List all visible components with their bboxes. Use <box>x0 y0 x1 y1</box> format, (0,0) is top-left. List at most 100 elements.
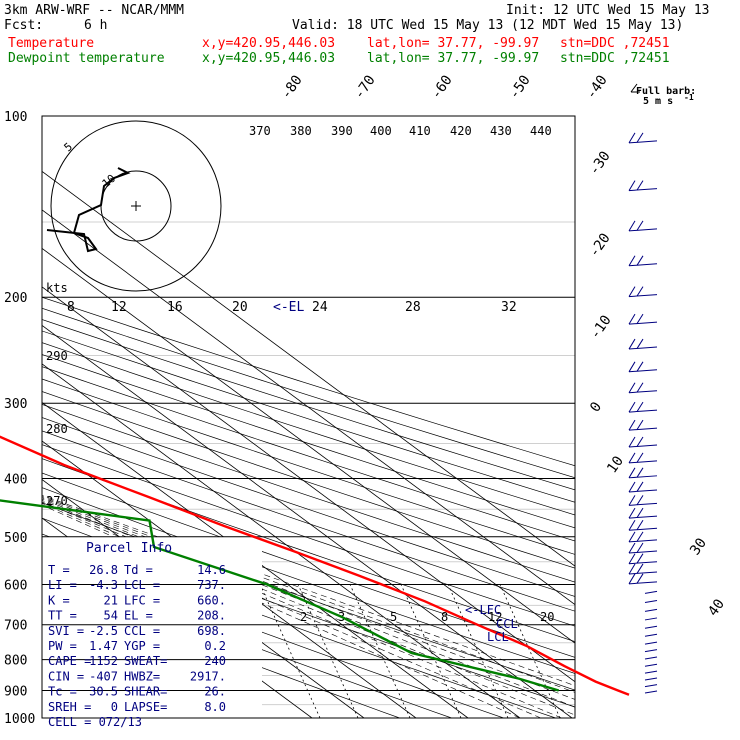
wind-barb <box>628 313 658 325</box>
wind-barb <box>644 590 658 594</box>
hodograph-ring-label: 5 <box>62 140 75 154</box>
temperature-latlon: lat,lon= 37.77, -99.97 <box>367 36 540 51</box>
parcel-key: TT = <box>48 609 77 623</box>
wind-barb <box>644 670 658 674</box>
isotherm-label: -50 <box>506 72 534 102</box>
dry-adiabat <box>42 116 575 718</box>
dry-adiabat <box>42 116 575 718</box>
wind-barb <box>628 467 658 479</box>
dewpoint-legend: Dewpoint temperature <box>8 51 165 66</box>
kts-label: kts <box>46 281 68 295</box>
isotherm-label: 10 <box>604 453 627 476</box>
wind-barb <box>644 649 658 653</box>
isotherm-line <box>42 116 575 718</box>
parcel-key: Td = <box>124 563 153 577</box>
dewpoint-xy: x,y=420.95,446.03 <box>202 51 336 66</box>
moist-adiabat <box>42 296 541 718</box>
isotherm-label: -70 <box>351 72 379 102</box>
wind-barb <box>628 553 658 565</box>
lfc-marker: <-LFC <box>465 603 501 617</box>
parcel-value: -2.5 <box>89 624 118 638</box>
parcel-key: LCL = <box>124 578 160 592</box>
theta-label: 380 <box>290 124 312 138</box>
pressure-label: 100 <box>4 110 27 125</box>
theta-label-left: 290 <box>46 349 68 363</box>
parcel-key: LFC = <box>124 593 160 607</box>
parcel-key: T = <box>48 563 70 577</box>
wind-legend-barb <box>630 83 640 93</box>
isotherm-line <box>42 116 469 718</box>
parcel-key: SVI = <box>48 624 84 638</box>
wind-barb <box>628 401 658 413</box>
isotherm-label: -60 <box>428 72 456 102</box>
parcel-key: YGP = <box>124 639 160 653</box>
dry-adiabat <box>42 116 575 718</box>
isotherm-line <box>42 116 575 718</box>
isotherm-label: -80 <box>278 72 306 102</box>
theta-label-left: 270 <box>46 494 68 508</box>
parcel-value: 0 <box>111 700 118 714</box>
kts-tick: 16 <box>167 300 183 315</box>
wind-barb <box>628 382 658 394</box>
wind-barb <box>644 663 658 667</box>
parcel-value: 8.0 <box>204 700 226 714</box>
theta-label: 370 <box>249 124 271 138</box>
dry-adiabat <box>42 116 575 718</box>
pressure-label: 500 <box>4 531 27 546</box>
pressure-label: 1000 <box>4 712 35 727</box>
wind-barb <box>628 132 658 144</box>
pressure-label: 400 <box>4 472 27 487</box>
parcel-key: LI = <box>48 578 77 592</box>
moist-adiabat <box>42 296 575 718</box>
parcel-value: 660. <box>197 593 226 607</box>
wind-barb <box>628 419 658 431</box>
lcl-marker: LCL <box>487 630 509 644</box>
isotherm-label: 0 <box>587 399 605 415</box>
parcel-value: 54 <box>104 609 118 623</box>
dewpoint-station: stn=DDC ,72451 <box>560 51 670 66</box>
mixing-ratio-label: 5 <box>390 610 397 624</box>
parcel-value: 21 <box>104 593 118 607</box>
parcel-value: 26.8 <box>89 563 118 577</box>
theta-label: 440 <box>530 124 552 138</box>
init-time: Init: 12 UTC Wed 15 May 13 <box>506 3 710 18</box>
mixing-ratio-label: 20 <box>540 610 554 624</box>
wind-barb <box>628 563 658 575</box>
wind-barb <box>644 625 658 629</box>
wind-barb <box>644 600 658 603</box>
parcel-key: LAPSE= <box>124 700 167 714</box>
parcel-value: -4.3 <box>89 578 118 592</box>
dry-adiabat <box>42 116 452 718</box>
hodograph-outer-ring <box>50 120 222 292</box>
wind-barb <box>644 641 658 645</box>
dry-adiabat <box>42 116 575 718</box>
isotherm-label: -20 <box>586 230 614 260</box>
moist-adiabat <box>42 296 521 718</box>
model-title: 3km ARW-WRF -- NCAR/MMM <box>4 3 185 18</box>
parcel-key: CIN = <box>48 669 84 683</box>
parcel-value: 14.6 <box>197 563 226 577</box>
wind-barb <box>628 286 658 298</box>
ccl-marker: CCL <box>496 617 518 631</box>
pressure-label: 200 <box>4 291 27 306</box>
fcst-value: 6 h <box>84 18 108 33</box>
hodograph-center <box>131 201 141 211</box>
wind-barb <box>628 542 658 554</box>
parcel-key: Tc = <box>48 685 77 699</box>
parcel-key: EL = <box>124 609 153 623</box>
mixing-ratio-line <box>297 584 359 718</box>
wind-legend-title: Full barb: <box>636 86 696 97</box>
wind-barb <box>628 520 658 531</box>
dewpoint-latlon: lat,lon= 37.77, -99.97 <box>367 51 540 66</box>
isotherm-label: 30 <box>687 535 710 558</box>
mixing-ratio-label: 2 <box>300 610 307 624</box>
wind-barb <box>628 338 658 350</box>
parcel-key: SWEAT= <box>124 654 167 668</box>
parcel-value: 240 <box>204 654 226 668</box>
wind-barb <box>628 481 658 493</box>
wind-barb <box>628 452 658 464</box>
wind-barb <box>644 633 658 637</box>
pressure-label: 600 <box>4 578 27 593</box>
parcel-value: 0.2 <box>204 639 226 653</box>
